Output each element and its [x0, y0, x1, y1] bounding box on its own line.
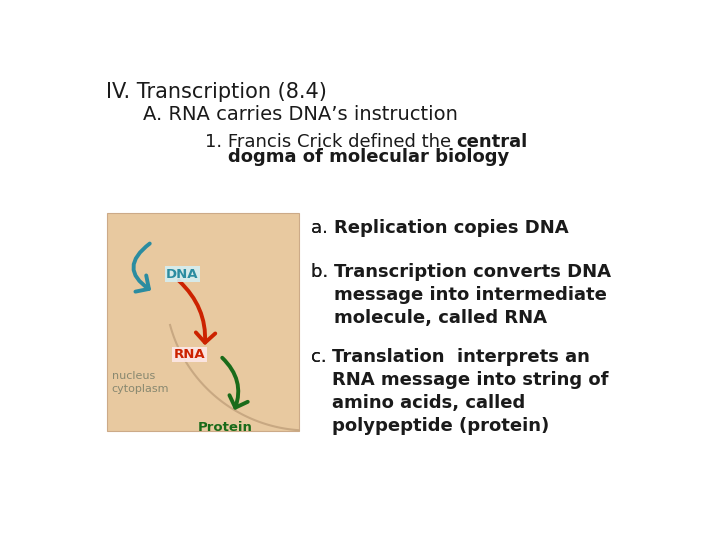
Text: A. RNA carries DNA’s instruction: A. RNA carries DNA’s instruction: [143, 105, 458, 124]
FancyArrowPatch shape: [222, 358, 248, 408]
FancyArrowPatch shape: [179, 281, 215, 343]
Text: nucleus: nucleus: [112, 372, 155, 381]
Text: Transcription converts DNA
message into intermediate
molecule, called RNA: Transcription converts DNA message into …: [334, 264, 611, 327]
Text: c.: c.: [311, 348, 332, 366]
Text: Replication copies DNA: Replication copies DNA: [333, 219, 568, 237]
Text: RNA: RNA: [174, 348, 205, 361]
Text: a.: a.: [311, 219, 333, 237]
Text: IV. Transcription (8.4): IV. Transcription (8.4): [106, 82, 326, 102]
Text: b.: b.: [311, 264, 334, 281]
Text: central: central: [456, 132, 528, 151]
Bar: [107, 213, 300, 430]
Text: dogma of molecular biology: dogma of molecular biology: [228, 148, 510, 166]
Text: a.: a.: [311, 219, 333, 237]
Text: Protein: Protein: [198, 421, 253, 434]
FancyArrowPatch shape: [133, 244, 150, 292]
Text: c.: c.: [311, 348, 332, 366]
Text: DNA: DNA: [166, 268, 199, 281]
Text: Translation  interprets an
RNA message into string of
amino acids, called
polype: Translation interprets an RNA message in…: [332, 348, 608, 435]
Text: 1. Francis Crick defined the: 1. Francis Crick defined the: [204, 132, 456, 151]
Text: b.: b.: [311, 264, 334, 281]
Text: cytoplasm: cytoplasm: [112, 384, 169, 394]
